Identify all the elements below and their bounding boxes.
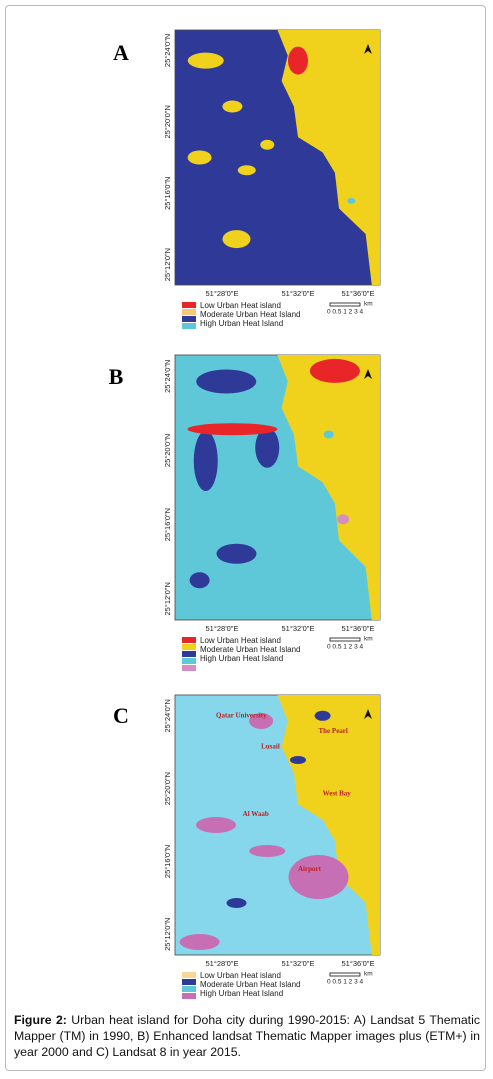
legend-swatch (182, 993, 196, 999)
scale-labels: 0 0.5 1 2 3 4 (327, 644, 364, 651)
map-zone (347, 197, 356, 204)
map-zone (222, 100, 243, 113)
legend-label: Moderate Urban Heat Island (200, 310, 301, 319)
map-zone (196, 369, 257, 394)
legend-swatch (182, 986, 196, 992)
y-tick-label: 25°12'0"N (163, 582, 172, 615)
legend-swatch (182, 665, 196, 671)
north-arrow (364, 44, 372, 54)
map-zone (288, 855, 349, 899)
legend-swatch (182, 644, 196, 650)
map-zone (309, 358, 360, 383)
x-tick-label: 51°36'0"E (342, 289, 375, 298)
map-zone (193, 431, 218, 491)
legend-label: High Urban Heat Island (200, 654, 283, 663)
map-zone (290, 756, 306, 764)
panel-label: B (109, 364, 124, 389)
x-tick-label: 51°36'0"E (342, 959, 375, 968)
map-zone (249, 713, 274, 729)
map-zone (196, 817, 236, 833)
y-tick-label: 25°20'0"N (163, 434, 172, 467)
legend-swatch (182, 637, 196, 643)
north-arrow (364, 369, 372, 379)
scale-unit: km (364, 301, 373, 308)
caption: Figure 2: Urban heat island for Doha cit… (14, 1012, 480, 1060)
panel-label: C (113, 703, 129, 728)
legend-swatch (182, 658, 196, 664)
figure: A 25°24'0"N 25°20'0"N 25°16'0"N 25°12'0"N 51°… (109, 29, 381, 999)
legend-swatch (182, 316, 196, 322)
legend-swatch (182, 309, 196, 315)
map-zone (187, 150, 212, 165)
caption-label: Figure 2: (14, 1013, 67, 1027)
legend-label: Low Urban Heat island (200, 971, 281, 980)
y-tick-label: 25°16'0"N (163, 508, 172, 541)
map-zone (179, 934, 220, 950)
legend-swatch (182, 302, 196, 308)
map-zone (249, 845, 286, 857)
map-label: Lusail (261, 743, 280, 751)
legend-label: Low Urban Heat island (200, 636, 281, 645)
y-tick-label: 25°12'0"N (163, 248, 172, 281)
scale-labels: 0 0.5 1 2 3 4 (327, 309, 364, 316)
legend-label: Moderate Urban Heat Island (200, 645, 301, 654)
scale-labels: 0 0.5 1 2 3 4 (327, 979, 364, 986)
map-zone (187, 52, 224, 69)
map-zone (187, 423, 278, 436)
legend-label: High Urban Heat Island (200, 319, 283, 328)
y-tick-label: 25°24'0"N (163, 699, 172, 732)
legend-label: High Urban Heat Island (200, 989, 283, 998)
y-tick-label: 25°20'0"N (163, 105, 172, 138)
figure-frame (5, 5, 486, 1071)
panel-label: A (113, 40, 129, 65)
map-zone (222, 230, 251, 249)
scale-unit: km (364, 971, 373, 978)
map-land (277, 30, 380, 285)
map-label: West Bay (323, 789, 352, 797)
legend-swatch (182, 323, 196, 329)
map-zone (226, 898, 247, 908)
y-tick-label: 25°20'0"N (163, 772, 172, 805)
map-zone (314, 710, 331, 721)
map-zone (255, 427, 280, 468)
x-tick-label: 51°28'0"E (206, 624, 239, 633)
legend-swatch (182, 979, 196, 985)
map-zone (323, 430, 334, 439)
map-label: Airport (298, 865, 322, 873)
map-zone (288, 46, 308, 75)
scale-bar (329, 637, 361, 642)
map-zone (260, 139, 275, 150)
map-zone (189, 572, 210, 589)
y-tick-label: 25°16'0"N (163, 845, 172, 878)
scale-bar (329, 302, 361, 307)
map-zone (216, 543, 257, 564)
y-tick-label: 25°16'0"N (163, 177, 172, 210)
legend-label: Moderate Urban Heat Island (200, 980, 301, 989)
caption-text: Urban heat island for Doha city during 1… (14, 1013, 480, 1059)
north-arrow (364, 709, 372, 719)
y-tick-label: 25°12'0"N (163, 918, 172, 951)
x-tick-label: 51°32'0"E (282, 624, 315, 633)
scale-unit: km (364, 636, 373, 643)
map-label: Qatar University (216, 711, 267, 719)
legend-label: Low Urban Heat island (200, 301, 281, 310)
x-tick-label: 51°32'0"E (282, 289, 315, 298)
map-zone (237, 165, 256, 176)
map-land (277, 355, 380, 620)
scale-bar (329, 972, 361, 977)
x-tick-label: 51°28'0"E (206, 289, 239, 298)
x-tick-label: 51°28'0"E (206, 959, 239, 968)
legend-swatch (182, 972, 196, 978)
map-zone (337, 514, 350, 525)
y-tick-label: 25°24'0"N (163, 360, 172, 393)
x-tick-label: 51°32'0"E (282, 959, 315, 968)
map-label: The Pearl (319, 727, 348, 735)
y-tick-label: 25°24'0"N (163, 34, 172, 67)
x-tick-label: 51°36'0"E (342, 624, 375, 633)
legend-swatch (182, 651, 196, 657)
map-label: Al Waab (243, 810, 269, 818)
